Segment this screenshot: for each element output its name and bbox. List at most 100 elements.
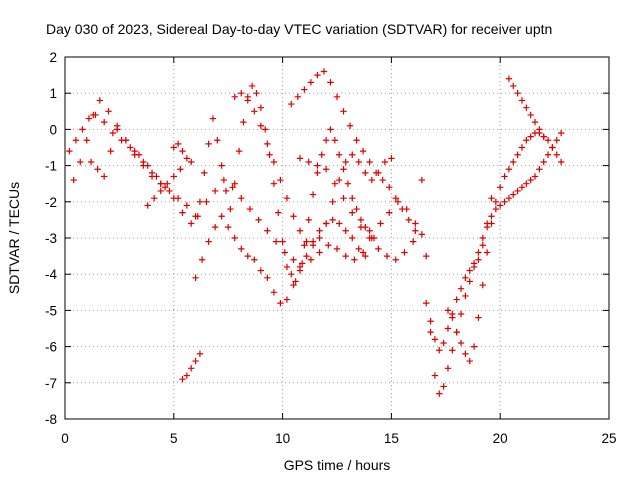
data-point — [405, 216, 413, 224]
x-tick-label: 5 — [170, 431, 178, 446]
data-point — [510, 191, 517, 198]
data-point — [288, 100, 295, 108]
data-point — [218, 213, 225, 220]
data-point — [314, 162, 321, 169]
data-point — [264, 274, 271, 282]
data-point — [492, 198, 500, 205]
data-point — [105, 108, 112, 115]
data-point — [114, 126, 121, 133]
data-point — [366, 227, 373, 234]
data-point — [510, 82, 517, 90]
data-point — [466, 267, 473, 274]
data-point — [316, 227, 323, 234]
data-point — [303, 238, 310, 245]
data-point — [240, 118, 247, 126]
data-point — [409, 238, 417, 245]
data-point — [423, 299, 430, 307]
data-point — [470, 260, 478, 267]
data-point — [349, 234, 356, 242]
data-point — [127, 144, 134, 151]
data-point — [523, 180, 530, 187]
data-point — [418, 231, 426, 238]
data-point — [179, 209, 186, 216]
chart-title: Day 030 of 2023, Sidereal Day-to-day VTE… — [46, 21, 552, 37]
data-point — [505, 75, 513, 82]
data-point — [379, 176, 386, 184]
data-point — [177, 166, 184, 173]
data-point — [544, 151, 552, 158]
data-point — [366, 158, 373, 166]
data-point — [316, 249, 323, 256]
data-point — [196, 198, 204, 205]
data-point — [257, 104, 265, 111]
data-point — [557, 129, 565, 137]
data-point — [531, 173, 539, 180]
y-tick-label: -6 — [45, 340, 57, 355]
data-point — [501, 198, 508, 205]
data-point — [479, 281, 486, 289]
data-point — [497, 184, 504, 191]
data-point — [264, 227, 271, 234]
data-point — [270, 158, 278, 166]
data-point — [518, 144, 526, 151]
data-point — [353, 137, 360, 144]
data-point — [349, 194, 356, 202]
data-point — [372, 169, 380, 177]
data-point — [205, 140, 212, 148]
data-point — [231, 180, 238, 187]
data-point — [157, 187, 164, 195]
data-point — [399, 205, 406, 213]
x-tick-label: 10 — [275, 431, 290, 446]
data-point — [475, 256, 482, 263]
data-point — [453, 328, 460, 336]
data-point — [183, 372, 191, 379]
data-point — [362, 252, 369, 260]
data-point — [423, 252, 430, 260]
data-point — [298, 260, 306, 267]
x-tick-label: 25 — [601, 431, 616, 446]
data-point — [316, 234, 323, 242]
data-point — [540, 133, 547, 140]
data-point — [381, 158, 389, 166]
data-point — [277, 299, 284, 307]
data-point — [192, 274, 199, 282]
data-point — [340, 108, 347, 115]
data-point — [327, 126, 334, 133]
data-point — [523, 137, 530, 144]
data-point — [383, 252, 391, 260]
y-tick-label: -8 — [45, 412, 57, 427]
data-point — [335, 176, 343, 184]
data-point — [244, 252, 251, 260]
data-point — [277, 176, 284, 184]
y-tick-label: -5 — [45, 303, 57, 318]
data-point — [322, 166, 330, 173]
data-point — [388, 155, 395, 162]
data-point — [309, 242, 317, 249]
data-point — [449, 314, 456, 321]
data-point — [436, 390, 443, 397]
data-point — [148, 169, 156, 177]
data-point — [246, 205, 254, 213]
data-point — [444, 325, 452, 332]
data-point — [322, 220, 330, 227]
data-point — [333, 245, 341, 253]
data-point — [553, 137, 560, 144]
data-point — [309, 191, 317, 198]
data-point — [192, 357, 199, 365]
data-point — [479, 234, 486, 242]
data-point — [83, 137, 90, 144]
data-point — [307, 256, 315, 263]
data-point — [192, 213, 199, 220]
data-point — [257, 122, 265, 129]
data-point — [257, 267, 265, 274]
x-axis-label: GPS time / hours — [284, 457, 391, 473]
data-point — [100, 173, 108, 180]
data-point — [427, 318, 434, 325]
data-point — [96, 97, 104, 104]
data-point — [475, 249, 482, 256]
data-point — [492, 205, 500, 213]
data-point — [292, 278, 299, 285]
data-point — [331, 137, 339, 144]
data-point — [514, 90, 521, 97]
data-point — [251, 108, 258, 115]
